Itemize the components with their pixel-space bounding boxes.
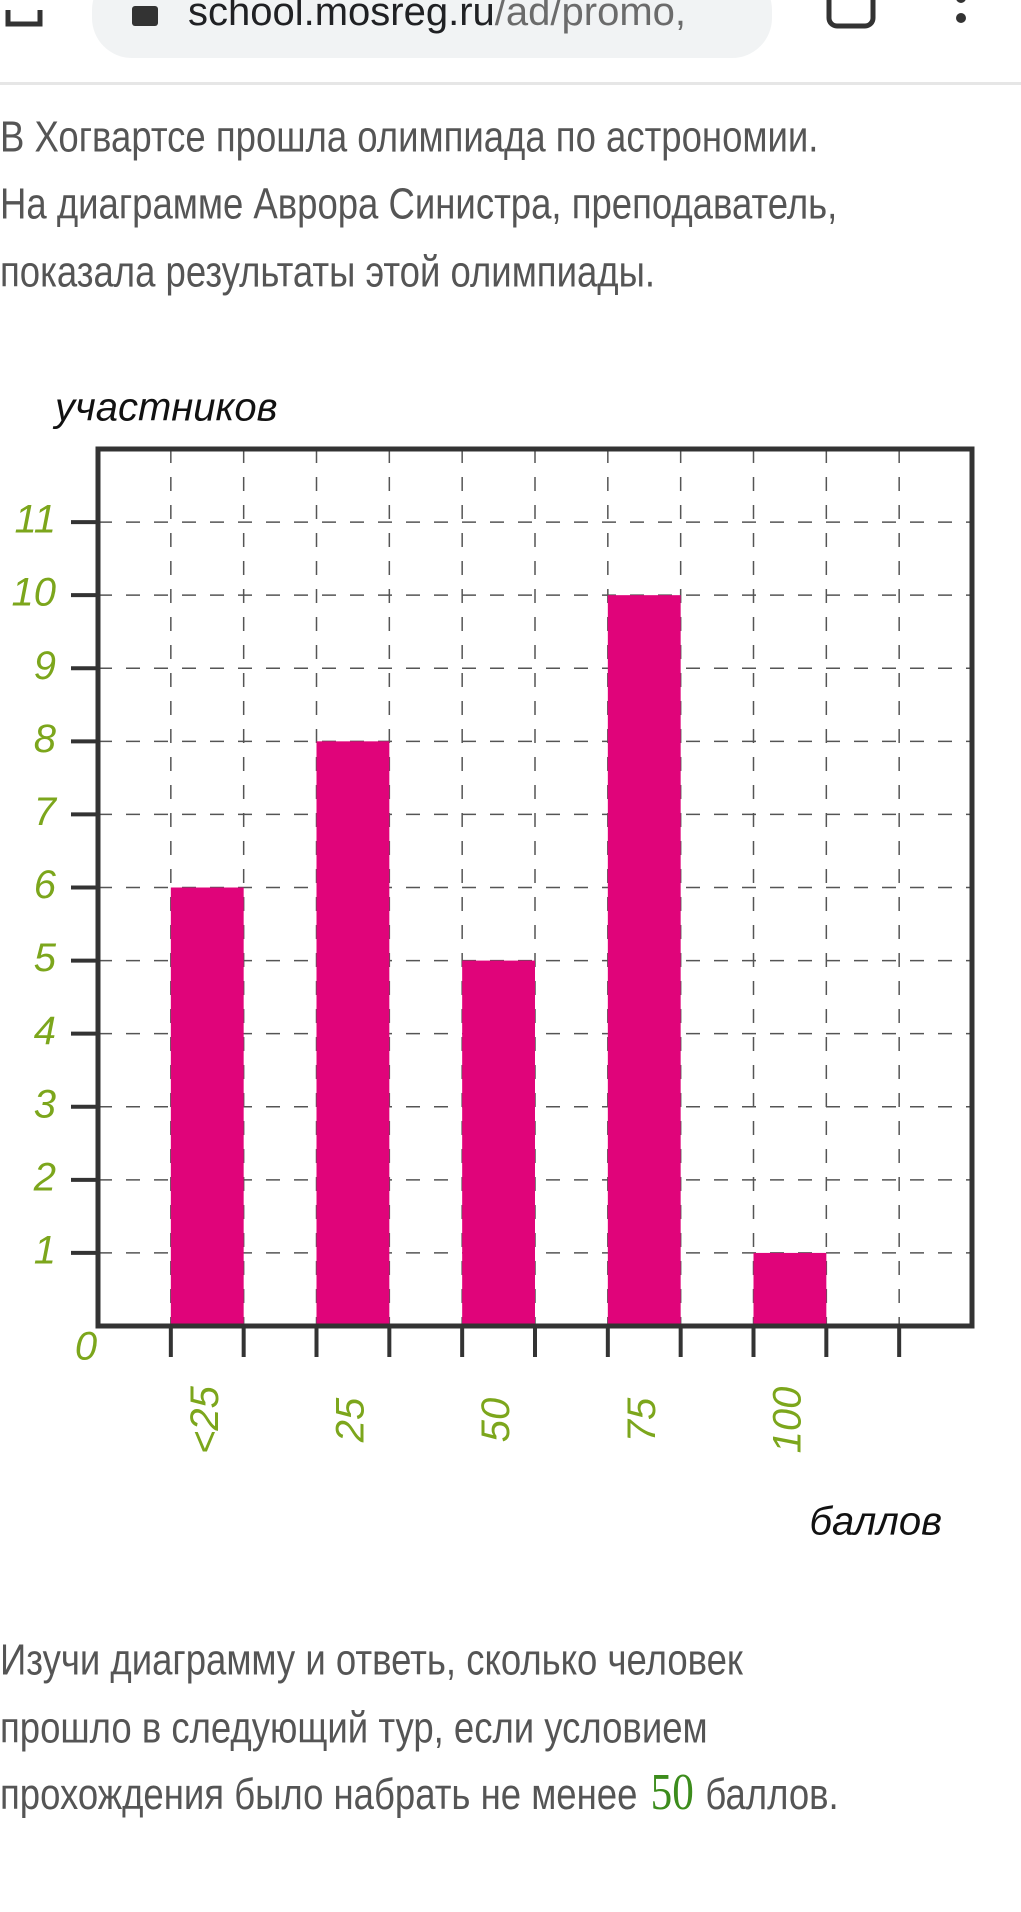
x-tick-label: <25: [183, 1385, 227, 1454]
bar: [316, 741, 390, 1326]
text-line: Изучи диаграмму и ответь, сколько челове…: [0, 1634, 743, 1684]
y-tick-label: 0: [75, 1325, 97, 1369]
url-path: /ad/promo,: [495, 0, 686, 34]
text-line: В Хогвартсе прошла олимпиада по астроном…: [0, 111, 818, 161]
text-line: На диаграмме Аврора Синистра, преподават…: [0, 178, 837, 228]
y-tick-label: 10: [12, 571, 57, 615]
y-axis-label: участников: [52, 386, 278, 430]
url-bar[interactable]: [92, 0, 772, 58]
bar: [462, 960, 535, 1326]
chart: 0 1 2 3 4 5 6 7 8 9 10 11 <25 25 50 75 100 участников балл…: [12, 386, 975, 1544]
question-paragraph: Изучи диаграмму и ответь, сколько челове…: [0, 1634, 839, 1821]
y-tick-label: 2: [33, 1155, 56, 1199]
x-tick-label: 25: [328, 1397, 372, 1443]
x-tick-label: 50: [474, 1398, 518, 1443]
x-tick-label: 100: [765, 1387, 809, 1454]
bar: [753, 1252, 827, 1326]
y-tick-label: 11: [14, 498, 56, 542]
text-line: показала результаты этой олимпиады.: [0, 246, 655, 296]
home-icon[interactable]: [5, 10, 43, 27]
y-tick-label: 7: [34, 790, 58, 834]
url-text: school.mosreg.ru/ad/promo,: [188, 0, 686, 34]
y-tick-label: 6: [34, 863, 57, 907]
highlight-number: 50: [651, 1763, 694, 1821]
plot-frame: [95, 446, 975, 1329]
text-line: прохождения было набрать не менее 50 балло…: [0, 1763, 839, 1821]
menu-button[interactable]: [956, 0, 966, 23]
lock-icon: [132, 6, 158, 26]
text-line: прошло в следующий тур, если условием: [0, 1702, 708, 1752]
y-tick-label: 3: [34, 1082, 56, 1126]
y-tick-label: 8: [34, 717, 57, 761]
y-tick-label: 5: [34, 936, 57, 980]
bar: [607, 595, 681, 1326]
intro-paragraph: В Хогвартсе прошла олимпиада по астроном…: [0, 111, 837, 296]
x-axis-label: баллов: [809, 1500, 942, 1544]
tabs-button[interactable]: [826, 0, 876, 29]
x-tick-label: 75: [620, 1397, 664, 1442]
bar: [170, 887, 244, 1326]
y-tick-label: 4: [34, 1009, 56, 1053]
toolbar-shadow: [0, 82, 1021, 85]
text: прохождения было набрать не менее: [0, 1768, 637, 1818]
y-tick-label: 9: [34, 644, 56, 688]
text: баллов.: [705, 1768, 838, 1818]
y-tick-label: 1: [34, 1228, 56, 1272]
url-host: school.mosreg.ru: [188, 0, 495, 34]
